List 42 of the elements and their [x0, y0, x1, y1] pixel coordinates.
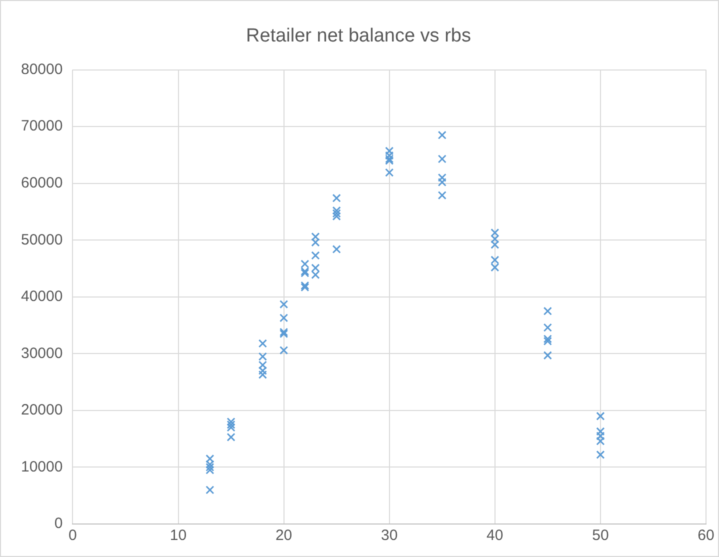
point [385, 168, 394, 177]
point [332, 209, 341, 218]
x-tick-label: 20 [275, 527, 292, 544]
point [332, 194, 341, 202]
chart-title: Retailer net balance vs rbs [246, 26, 471, 47]
point [438, 130, 446, 140]
y-tick-label: 20000 [20, 402, 63, 419]
point [543, 336, 552, 346]
point [280, 300, 288, 309]
point [438, 190, 446, 200]
y-tick-label: 50000 [20, 231, 63, 248]
x-tick-label: 60 [698, 527, 714, 544]
y-tick-label: 10000 [20, 458, 63, 476]
x-tick-label: 0 [68, 527, 77, 544]
x-tick-label: 50 [592, 527, 609, 544]
point [226, 420, 236, 429]
y-tick-label: 60000 [20, 174, 63, 192]
point [300, 281, 310, 290]
point [258, 339, 267, 348]
point [596, 412, 605, 420]
x-tick-label: 40 [486, 527, 504, 544]
x-tick-label: 10 [170, 527, 187, 544]
point [280, 346, 288, 355]
point [280, 314, 288, 322]
y-tick-label: 70000 [20, 118, 63, 135]
y-tick-label: 80000 [20, 60, 63, 78]
point [543, 334, 552, 344]
point [543, 306, 552, 316]
point [438, 154, 446, 164]
x-tick-label: 30 [381, 527, 398, 544]
point [332, 244, 341, 254]
point [300, 282, 310, 292]
y-tick-label: 30000 [20, 344, 63, 362]
y-tick-label: 40000 [20, 288, 63, 306]
point [280, 328, 288, 336]
y-tick-label: 0 [54, 515, 63, 532]
point [543, 323, 552, 332]
point [280, 330, 288, 338]
point [543, 351, 552, 360]
point [596, 450, 605, 460]
point [206, 486, 214, 494]
point [311, 251, 320, 260]
